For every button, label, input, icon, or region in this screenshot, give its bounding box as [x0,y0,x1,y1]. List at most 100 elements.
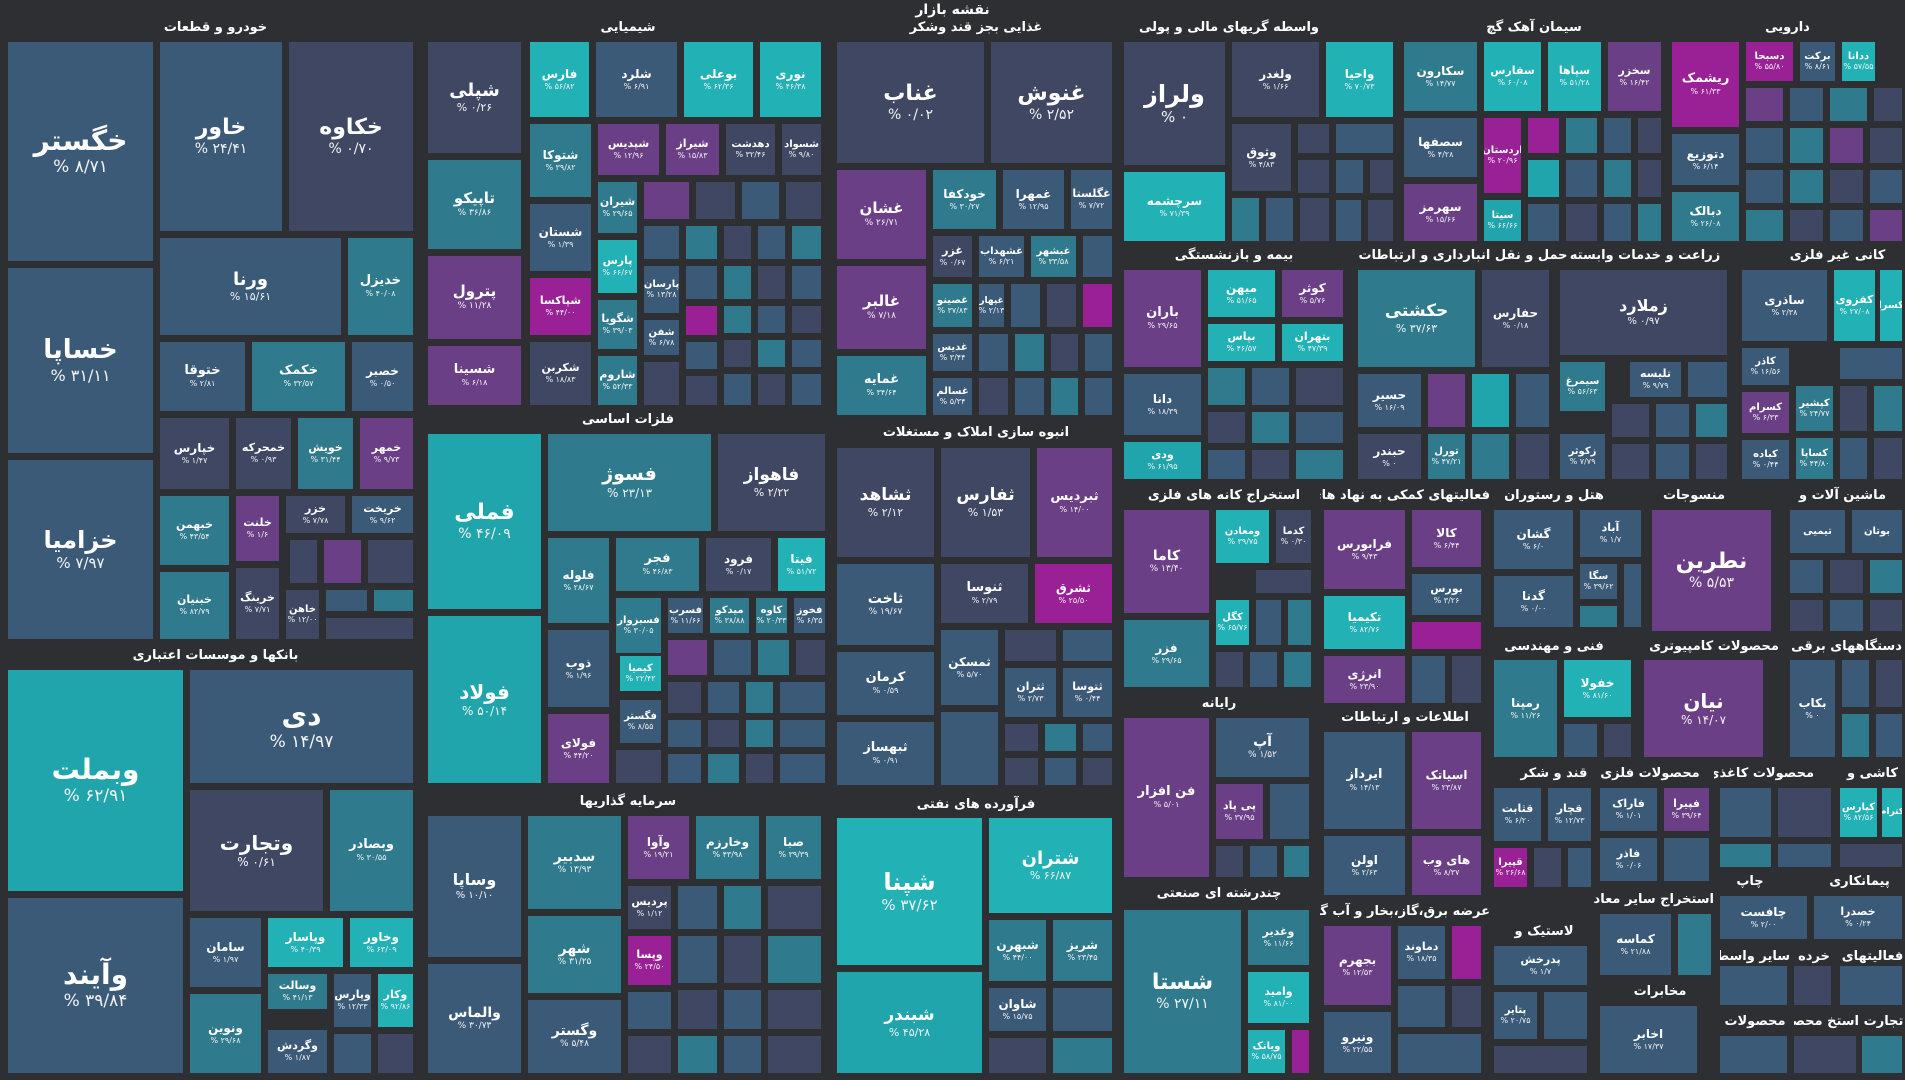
treemap-cell[interactable] [1252,368,1289,405]
stock-tile[interactable]: غناب ۰/۰۲ % [837,42,984,163]
treemap-cell[interactable] [1544,992,1587,1039]
stock-tile[interactable]: ثتران ۲/۷۳ % [1005,668,1056,717]
stock-tile[interactable]: شستا ۲۷/۱۱ % [1124,910,1241,1073]
treemap-cell[interactable] [796,640,825,675]
stock-tile[interactable]: کیمیا ۲۲/۴۲ % [620,656,661,691]
treemap-cell[interactable] [686,226,717,259]
stock-tile[interactable]: خریخت ۹/۶۲ % [352,496,413,533]
treemap-cell[interactable] [786,182,821,219]
treemap-cell[interactable] [1045,758,1076,785]
stock-tile[interactable]: دانا ۱۸/۳۹ % [1124,374,1201,435]
treemap-cell[interactable] [1746,128,1783,163]
treemap-cell[interactable] [1870,600,1902,631]
stock-tile[interactable]: خکمک ۳۲/۵۷ % [252,342,345,411]
treemap-cell[interactable] [686,306,717,335]
stock-tile[interactable]: باران ۲۹/۶۵ % [1124,270,1201,367]
stock-tile[interactable]: خاور ۲۴/۴۱ % [160,42,282,231]
stock-tile[interactable]: پی پاد ۳۷/۹۵ % [1216,784,1263,839]
treemap-cell[interactable] [1083,758,1112,785]
treemap-cell[interactable] [724,374,751,405]
treemap-cell[interactable] [1250,652,1277,687]
treemap-cell[interactable] [1208,368,1245,405]
stock-tile[interactable]: کاوه ۲۰/۳۳ % [756,598,787,633]
treemap-cell[interactable] [1870,170,1902,203]
treemap-cell[interactable] [708,720,739,747]
stock-tile[interactable]: وساپا ۱۰/۱۰ % [428,816,521,957]
stock-tile[interactable]: سدبیر ۱۳/۹۳ % [528,816,621,909]
treemap-cell[interactable] [1720,1036,1787,1073]
treemap-cell[interactable] [1216,652,1243,687]
stock-tile[interactable]: حبندر ۰ % [1358,434,1421,479]
stock-tile[interactable]: وآوا ۱۹/۲۱ % [628,816,689,879]
stock-tile[interactable]: کدما ۰/۳۰ % [1276,510,1311,563]
stock-tile[interactable]: وپسا ۲۴/۵۰ % [628,936,671,985]
stock-tile[interactable]: ساذری ۲/۳۸ % [1742,270,1827,341]
stock-tile[interactable]: سامان ۱/۹۷ % [190,918,261,987]
treemap-cell[interactable] [326,618,413,639]
stock-tile[interactable]: حسیر ۱۶/۰۹ % [1358,374,1421,427]
treemap-cell[interactable] [792,340,821,367]
treemap-cell[interactable] [724,266,751,299]
stock-tile[interactable]: وخارزم ۴۳/۹۸ % [696,816,759,879]
stock-tile[interactable]: کرمان ۰/۵۹ % [837,652,934,715]
treemap-cell[interactable] [678,990,717,1029]
treemap-cell[interactable] [746,682,773,713]
stock-tile[interactable]: شپنا ۳۷/۶۲ % [837,818,982,965]
treemap-cell[interactable] [742,182,779,219]
treemap-cell[interactable] [1208,412,1245,443]
treemap-cell[interactable] [1528,160,1559,197]
treemap-cell[interactable] [1085,334,1112,371]
stock-tile[interactable]: ثنوسا ۲/۷۹ % [941,564,1028,623]
treemap-cell[interactable] [1266,198,1293,241]
treemap-cell[interactable] [1005,758,1038,785]
stock-tile[interactable]: ونیرو ۲۲/۵۵ % [1324,1012,1391,1073]
stock-tile[interactable]: والماس ۳۰/۷۳ % [428,964,521,1073]
stock-tile[interactable]: دماوند ۱۸/۳۵ % [1398,926,1445,979]
stock-tile[interactable]: شلرد ۶/۹۱ % [596,42,677,117]
stock-tile[interactable]: ویانک ۵۸/۷۵ % [1248,1030,1285,1073]
stock-tile[interactable]: پدرخش ۱/۷ % [1494,946,1587,985]
treemap-cell[interactable] [1566,118,1597,153]
stock-tile[interactable]: وثوق ۴/۸۳ % [1232,124,1291,191]
stock-tile[interactable]: بورس ۳/۲۶ % [1412,574,1481,615]
treemap-cell[interactable] [1874,438,1902,479]
treemap-cell[interactable] [1790,560,1823,593]
stock-tile[interactable]: آپ ۱/۵۲ % [1216,718,1309,777]
treemap-cell[interactable] [1604,204,1631,241]
stock-tile[interactable]: شبندر ۴۵/۲۸ % [837,972,982,1073]
stock-tile[interactable]: کترام [1882,788,1902,837]
stock-tile[interactable]: چافست ۲/۰۰ % [1720,896,1807,939]
stock-tile[interactable]: شپدیس ۱۲/۹۶ % [598,124,659,175]
treemap-cell[interactable] [1516,374,1549,427]
treemap-cell[interactable] [378,1034,413,1073]
stock-tile[interactable]: خزامیا ۷/۹۷ % [8,460,153,639]
treemap-cell[interactable] [1794,1036,1856,1073]
stock-tile[interactable]: پارسان ۱۳/۲۸ % [644,266,679,313]
treemap-cell[interactable] [686,266,717,299]
stock-tile[interactable]: ختوقا ۲/۸۱ % [160,342,245,411]
treemap-cell[interactable] [1336,160,1363,193]
stock-tile[interactable]: بپاس ۴۶/۵۷ % [1208,324,1275,361]
treemap-cell[interactable] [1252,450,1289,479]
treemap-cell[interactable] [768,1036,821,1073]
stock-tile[interactable]: فزر ۲۹/۶۵ % [1124,620,1209,687]
treemap-cell[interactable] [1842,714,1869,757]
treemap-cell[interactable] [1300,198,1329,241]
stock-tile[interactable]: غگلستا ۷/۷۲ % [1071,170,1112,229]
stock-tile[interactable]: میهن ۵۱/۶۵ % [1208,270,1275,317]
treemap-cell[interactable] [724,886,761,929]
treemap-cell[interactable] [686,376,717,405]
treemap-cell[interactable] [979,378,1008,415]
treemap-cell[interactable] [1051,334,1078,371]
treemap-cell[interactable] [1876,714,1902,757]
stock-tile[interactable]: اخابر ۱۷/۳۷ % [1600,1006,1697,1073]
stock-tile[interactable]: ودی ۶۱/۹۵ % [1124,442,1201,479]
stock-tile[interactable]: قپیرا ۲۶/۶۸ % [1494,848,1527,887]
stock-tile[interactable]: قثابت ۶/۲۰ % [1494,788,1541,841]
stock-tile[interactable]: وگستر ۵/۴۸ % [528,1000,621,1073]
treemap-cell[interactable] [724,990,761,1029]
treemap-cell[interactable] [1604,160,1631,197]
treemap-cell[interactable] [1638,118,1661,153]
treemap-cell[interactable] [1296,368,1343,405]
stock-tile[interactable]: شاوان ۱۵/۷۵ % [989,988,1046,1031]
